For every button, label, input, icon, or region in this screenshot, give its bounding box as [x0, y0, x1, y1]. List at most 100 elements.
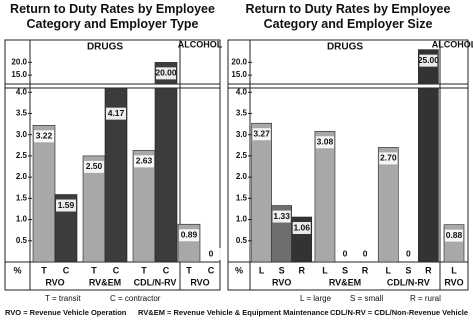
bar: [104, 87, 128, 263]
y-tick-label: 2.0: [236, 172, 248, 181]
value-label-bg: [56, 199, 76, 212]
bar: [314, 130, 336, 263]
value-label: 0: [209, 248, 214, 258]
y-tick-label: 3.0: [16, 130, 28, 139]
y-tick-label: 1.0: [236, 215, 248, 224]
value-label-bg: [84, 160, 104, 173]
value-label: 1.59: [58, 200, 75, 210]
footnote: RV&EM = Revenue Vehicle & Equipment Main…: [138, 308, 329, 317]
x-group-label: RVO: [444, 277, 463, 287]
value-label: 3.27: [253, 128, 270, 138]
value-label-bg: [34, 130, 54, 143]
value-label-bg: [399, 248, 418, 260]
x-group-label: RVO: [45, 277, 64, 287]
y-tick-label: 15.0: [231, 70, 247, 79]
value-label: 3.08: [317, 137, 334, 147]
x-group-label: CDL/N-RV: [387, 277, 430, 287]
y-tick-label: 0.5: [236, 236, 248, 245]
bar: [32, 125, 56, 263]
y-tick-label: 20.0: [11, 57, 27, 66]
value-label: 0: [363, 248, 368, 258]
y-axis-label: %: [13, 265, 21, 275]
x-tick-label: C: [208, 265, 215, 275]
value-label: 25.00: [418, 55, 440, 65]
section-label: DRUGS: [327, 42, 363, 53]
legend-note: L = large: [300, 294, 332, 303]
y-tick-label: 3.5: [16, 109, 28, 118]
x-group-label: RV&EM: [89, 277, 121, 287]
plot-frame: [227, 39, 469, 291]
value-label: 2.70: [380, 153, 397, 163]
x-tick-label: L: [259, 265, 265, 275]
y-tick-label: 0.5: [16, 236, 28, 245]
x-tick-label: C: [163, 265, 170, 275]
y-tick-label: 4.0: [236, 87, 248, 96]
value-label: 0.88: [446, 230, 463, 240]
y-tick-label: 1.5: [16, 193, 28, 202]
x-tick-label: T: [141, 265, 147, 275]
x-tick-label: T: [91, 265, 97, 275]
section-label: ALCOHOL: [178, 39, 223, 49]
legend-note: S = small: [350, 294, 383, 303]
value-label-bg: [315, 136, 334, 149]
chart-title: Return to Duty Rates by Employee Categor…: [245, 2, 451, 31]
value-label-bg: [292, 222, 311, 235]
x-tick-label: S: [342, 265, 348, 275]
value-label-bg: [106, 107, 126, 120]
plot-frame: [4, 39, 221, 291]
y-tick-label: 1.5: [236, 193, 248, 202]
value-label-bg: [335, 248, 355, 260]
y-axis-label: %: [235, 265, 243, 275]
y-tick-label: 2.5: [16, 151, 28, 160]
y-tick-label: 2.0: [16, 172, 28, 181]
value-label: 2.50: [86, 161, 103, 171]
value-label: 1.33: [273, 211, 290, 221]
value-label: 2.63: [136, 156, 153, 166]
bar: [418, 87, 439, 263]
legend-note: R = rural: [410, 294, 441, 303]
value-label-bg: [201, 248, 221, 260]
value-label-bg: [134, 155, 154, 168]
x-tick-label: S: [279, 265, 285, 275]
y-tick-label: 15.0: [11, 70, 27, 79]
section-label: DRUGS: [87, 42, 123, 53]
y-tick-label: 3.5: [236, 109, 248, 118]
section-label: ALCOHOL: [432, 39, 473, 49]
legend-note: C = contractor: [110, 294, 161, 303]
x-tick-label: L: [386, 265, 392, 275]
value-label: 3.22: [36, 131, 53, 141]
y-tick-label: 20.0: [231, 57, 247, 66]
value-label-bg: [379, 152, 398, 165]
y-tick-label: 3.0: [236, 130, 248, 139]
bar: [251, 122, 272, 263]
x-tick-label: S: [405, 265, 411, 275]
x-tick-label: C: [63, 265, 70, 275]
value-label: 1.06: [293, 222, 310, 232]
x-tick-label: R: [298, 265, 305, 275]
x-tick-label: R: [362, 265, 369, 275]
y-tick-label: 4.0: [16, 87, 28, 96]
bar: [154, 87, 178, 263]
x-tick-label: L: [322, 265, 328, 275]
value-label: 0: [406, 248, 411, 258]
legend-note: T = transit: [45, 294, 81, 303]
value-label: 20.00: [155, 68, 177, 78]
bar: [377, 147, 399, 263]
value-label-bg: [252, 128, 271, 141]
y-tick-label: 2.5: [236, 151, 248, 160]
footnote: CDL/N-RV = CDL/Non-Revenue Vehicle: [330, 308, 468, 317]
x-group-label: RVO: [272, 277, 291, 287]
x-tick-label: L: [451, 265, 457, 275]
x-tick-label: R: [425, 265, 432, 275]
value-label-bg: [272, 210, 291, 223]
x-group-label: CDL/N-RV: [134, 277, 177, 287]
x-tick-label: T: [186, 265, 192, 275]
value-label-bg: [356, 248, 375, 260]
x-group-label: RVO: [190, 277, 209, 287]
value-label-bg: [419, 54, 438, 67]
footnote: RVO = Revenue Vehicle Operation: [5, 308, 127, 317]
x-tick-label: C: [113, 265, 120, 275]
value-label-bg: [156, 67, 176, 80]
